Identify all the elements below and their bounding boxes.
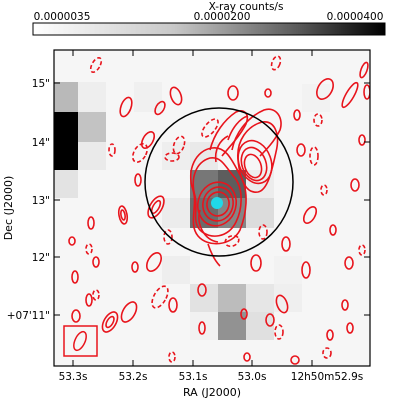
beam-box (63, 325, 98, 357)
plot-frame (53, 49, 371, 367)
x-axis-label: RA (J2000) (183, 386, 241, 399)
x-tick-label: 53.2s (119, 371, 148, 383)
source-circle (144, 107, 294, 257)
colorbar-title: X-ray counts/s (209, 1, 284, 13)
x-tick-label: 12h50m52.9s (291, 371, 363, 383)
radio-contours (68, 55, 370, 365)
x-tick-label: 53.3s (59, 371, 88, 383)
colorbar: X-ray counts/s 0.0000035 0.0000200 0.000… (32, 1, 386, 36)
colorbar-tick-min: 0.0000035 (34, 11, 91, 23)
x-tick-label: 53.1s (179, 371, 208, 383)
colorbar-tick-mid: 0.0000200 (194, 11, 251, 23)
colorbar-gradient (32, 22, 386, 36)
y-tick-label: 14" (32, 137, 50, 149)
y-axis-label: Dec (J2000) (2, 176, 15, 241)
y-axis: 15" 14" 13" 12" +07'11" Dec (J2000) (2, 78, 50, 322)
x-ray-pixel-image (54, 50, 370, 366)
y-tick-label: 12" (32, 252, 50, 264)
x-tick-label: 53.0s (238, 371, 267, 383)
colorbar-tick-max: 0.0000400 (327, 11, 384, 23)
position-marker (211, 197, 223, 209)
y-tick-label: +07'11" (7, 310, 50, 322)
image-panel (53, 49, 371, 367)
y-tick-label: 15" (32, 78, 50, 90)
y-tick-label: 13" (32, 195, 50, 207)
tick-marks (54, 50, 370, 366)
x-axis: 53.3s 53.2s 53.1s 53.0s 12h50m52.9s RA (… (59, 371, 364, 399)
